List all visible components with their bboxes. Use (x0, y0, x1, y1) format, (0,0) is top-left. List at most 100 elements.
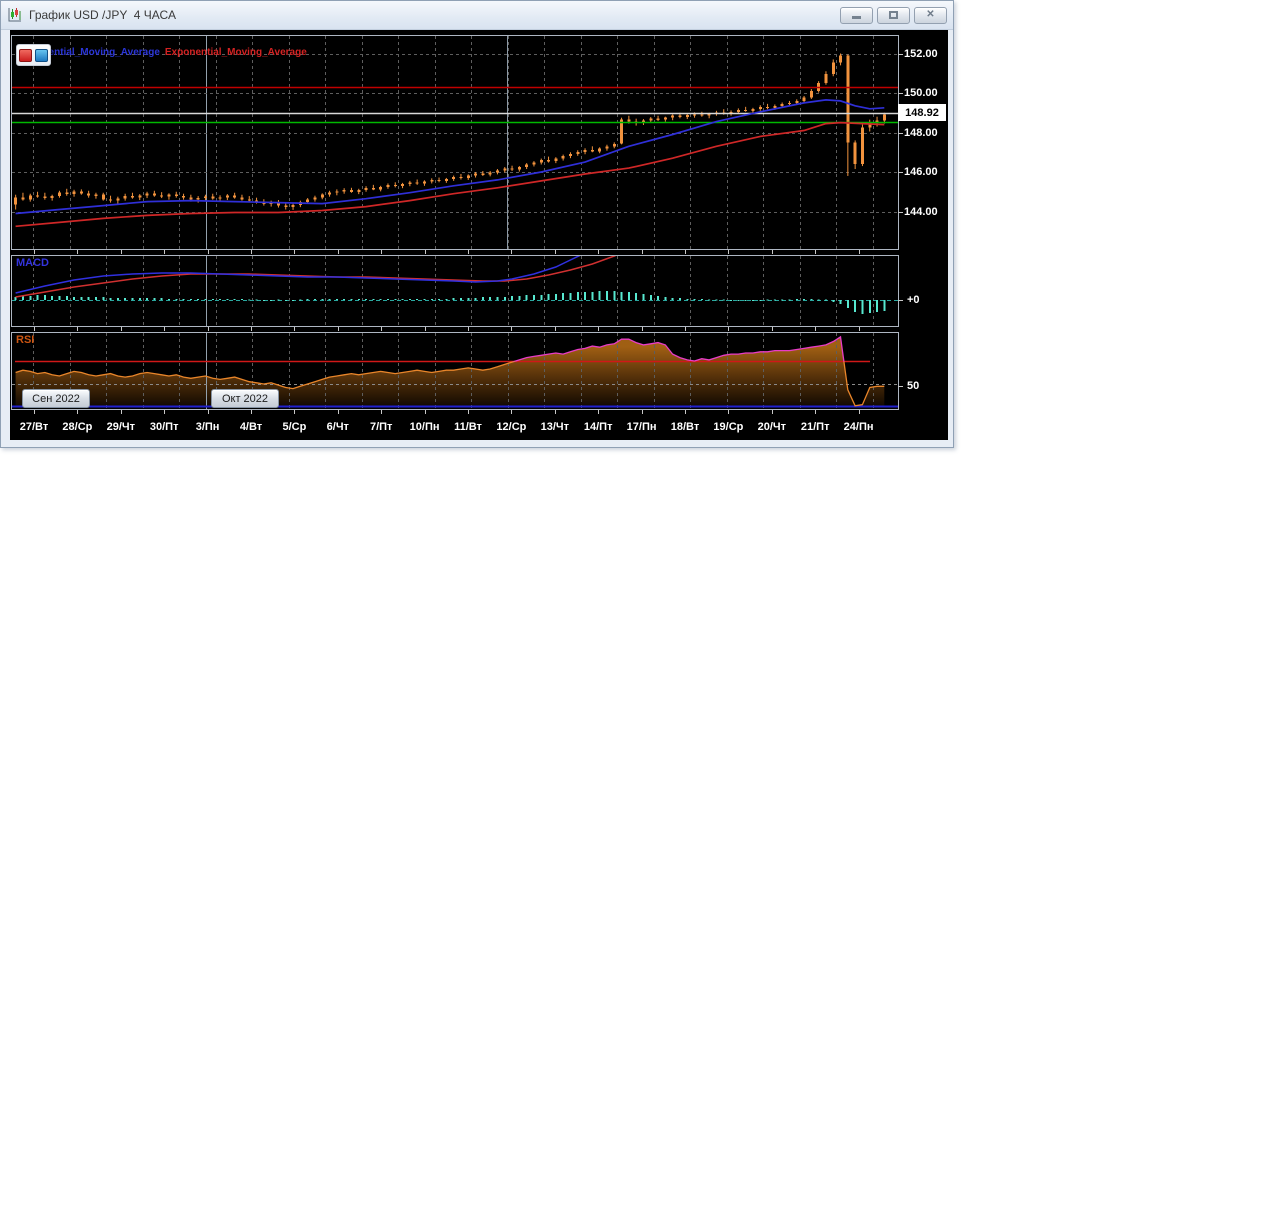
macd-chart-canvas[interactable] (12, 256, 898, 326)
rsi-panel[interactable]: RSI Сен 2022 Окт 2022 (11, 332, 899, 410)
rsi-chart-canvas[interactable] (12, 333, 898, 409)
minimize-button[interactable] (840, 6, 873, 24)
date-tick (772, 250, 773, 254)
date-tick (77, 410, 78, 414)
date-tick-label: 6/Чт (326, 421, 349, 433)
date-tick (34, 327, 35, 331)
window-titlebar[interactable]: График USD /JPY 4 ЧАСА ✕ (1, 1, 953, 30)
ma2-legend-label: Exponential_Moving_Average (164, 47, 307, 58)
date-tick (77, 250, 78, 254)
date-tick (685, 410, 686, 414)
date-tick (381, 410, 382, 414)
date-tick (294, 327, 295, 331)
date-tick-label: 11/Вт (454, 421, 482, 433)
price-chart-canvas[interactable] (12, 36, 898, 249)
restore-button[interactable] (877, 6, 910, 24)
chart-area: Exponential_Moving_Average Exponential_Mo… (10, 30, 948, 440)
date-tick-label: 18/Вт (670, 421, 700, 433)
month-button-oct[interactable]: Окт 2022 (211, 389, 279, 408)
date-tick (511, 250, 512, 254)
price-tick-label: 150.00 (904, 87, 938, 99)
chart-toolbar (16, 44, 51, 66)
date-tick (555, 410, 556, 414)
date-tick-label: 12/Ср (496, 421, 527, 433)
macd-zero-axis-label: +0 (907, 294, 920, 306)
month-button-sep[interactable]: Сен 2022 (22, 389, 90, 408)
date-tick-label: 24/Пн (843, 421, 874, 433)
date-tick-label: 19/Ср (713, 421, 744, 433)
date-tick-label: 13/Чт (540, 421, 570, 433)
price-tick (898, 172, 903, 173)
date-tick-label: 30/Пт (149, 421, 179, 433)
close-button[interactable]: ✕ (914, 6, 947, 24)
date-tick (294, 250, 295, 254)
date-tick-label: 14/Пт (583, 421, 613, 433)
indicator-axis-tick (898, 300, 903, 301)
candlestick-chart-icon (8, 8, 21, 22)
date-tick (642, 410, 643, 414)
date-tick (859, 327, 860, 331)
window-title: График USD /JPY 4 ЧАСА (29, 8, 176, 22)
close-icon: ✕ (926, 9, 935, 20)
date-tick (772, 410, 773, 414)
date-tick-label: 4/Вт (239, 421, 263, 433)
price-tick (898, 133, 903, 134)
date-tick (164, 410, 165, 414)
date-tick (34, 410, 35, 414)
date-tick (121, 410, 122, 414)
blue-square-button[interactable] (35, 48, 48, 62)
date-tick-label: 21/Пт (800, 421, 830, 433)
date-tick (338, 327, 339, 331)
price-tick (898, 54, 903, 55)
price-tick (898, 212, 903, 213)
rsi-50-axis-label: 50 (907, 380, 920, 392)
indicator-axis-tick (898, 386, 903, 387)
price-tick-label: 146.00 (904, 166, 938, 178)
date-tick (425, 327, 426, 331)
rsi-label: RSI (16, 334, 35, 346)
date-tick (598, 250, 599, 254)
date-tick (728, 250, 729, 254)
restore-icon (889, 11, 898, 19)
date-tick (728, 410, 729, 414)
date-tick (859, 410, 860, 414)
date-tick (208, 410, 209, 414)
date-tick (555, 327, 556, 331)
window-controls: ✕ (840, 6, 947, 24)
date-tick (251, 410, 252, 414)
date-tick-label: 20/Чт (757, 421, 787, 433)
date-tick-label: 7/Пт (369, 421, 393, 433)
date-tick (208, 327, 209, 331)
date-tick (642, 327, 643, 331)
ma-legend: Exponential_Moving_Average Exponential_Mo… (18, 47, 307, 58)
price-tick-label: 148.00 (904, 126, 938, 139)
date-tick (815, 327, 816, 331)
macd-panel[interactable]: MACD (11, 255, 899, 327)
last-price-marker: 148.92 (898, 104, 946, 121)
date-tick (642, 250, 643, 254)
date-tick (772, 327, 773, 331)
chart-window: График USD /JPY 4 ЧАСА ✕ Exponential_Mov… (0, 0, 954, 448)
date-tick (425, 410, 426, 414)
date-tick (425, 250, 426, 254)
minimize-icon (852, 15, 861, 19)
date-tick (598, 327, 599, 331)
date-tick (859, 250, 860, 254)
price-panel[interactable]: Exponential_Moving_Average Exponential_Mo… (11, 35, 899, 250)
date-tick (208, 250, 209, 254)
date-tick-label: 28/Ср (62, 421, 93, 433)
date-tick (468, 250, 469, 254)
date-tick (338, 250, 339, 254)
price-tick-label: 152.00 (904, 47, 938, 60)
date-tick-label: 27/Вт (19, 421, 49, 433)
date-tick-label: 10/Пн (409, 421, 440, 433)
date-tick-label: 17/Пн (626, 421, 657, 433)
date-tick (381, 250, 382, 254)
date-tick (164, 327, 165, 331)
date-tick (468, 410, 469, 414)
date-tick (294, 410, 295, 414)
date-tick (555, 250, 556, 254)
red-square-button[interactable] (19, 48, 32, 62)
date-tick (685, 327, 686, 331)
date-tick (728, 327, 729, 331)
